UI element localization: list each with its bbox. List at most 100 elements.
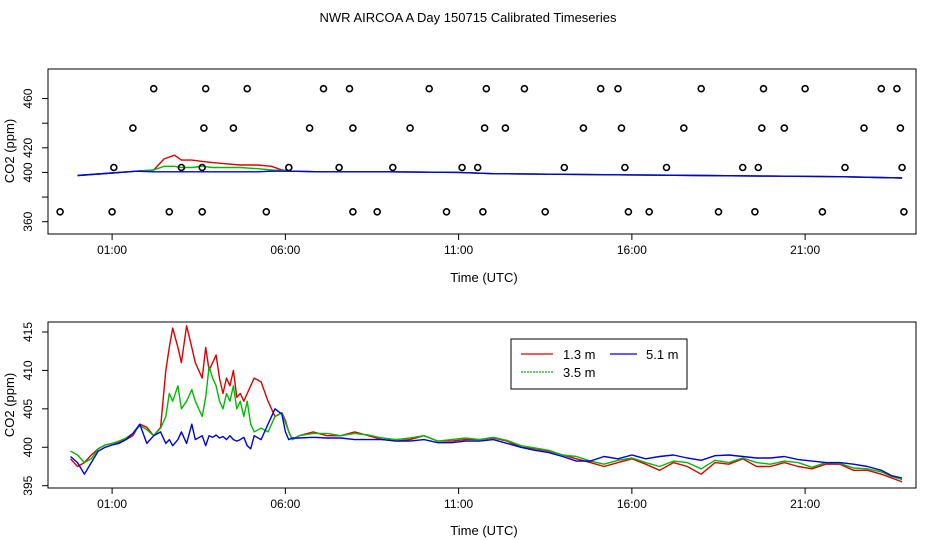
calibration-point xyxy=(129,124,137,132)
calibration-point xyxy=(349,124,357,132)
calibration-point xyxy=(177,163,186,172)
bottom-y-tick-label: 405 xyxy=(21,399,35,419)
calibration-point xyxy=(841,163,849,172)
top-x-axis-label: Time (UTC) xyxy=(450,270,517,285)
bottom-x-tick-label: 11:00 xyxy=(444,497,473,511)
bottom-y-tick-label: 395 xyxy=(21,475,35,495)
calibration-point xyxy=(893,84,901,93)
bottom-series-group xyxy=(69,325,903,483)
top-x-tick-label: 06:00 xyxy=(270,243,300,257)
calibration-point xyxy=(738,163,747,172)
top-y-axis: 360 400 420 460 xyxy=(21,88,48,232)
bottom-y-tick-label: 400 xyxy=(21,437,35,457)
calibration-point xyxy=(406,124,414,132)
calibration-point xyxy=(373,208,382,216)
calibration-point xyxy=(482,84,491,93)
bottom-x-tick-label: 06:00 xyxy=(270,497,300,511)
legend-box xyxy=(510,338,688,390)
calibration-point xyxy=(165,208,174,216)
calibration-point xyxy=(305,124,314,132)
calibration-point xyxy=(335,163,343,172)
calibration-point xyxy=(617,124,626,132)
calibration-point xyxy=(697,84,706,93)
calibration-point xyxy=(200,124,208,132)
bottom-y-tick-label: 415 xyxy=(21,322,35,342)
calibration-point xyxy=(458,163,466,172)
bottom-x-tick-label: 16:00 xyxy=(617,497,647,511)
calibration-point xyxy=(198,163,206,172)
calibration-point xyxy=(319,84,328,93)
calibration-point xyxy=(108,208,116,216)
top-scatter-group xyxy=(56,84,908,216)
bottom-x-tick-label: 01:00 xyxy=(97,497,127,511)
calibration-point xyxy=(442,208,451,216)
legend-label-2: 3.5 m xyxy=(563,365,596,380)
bottom-series-line-5-1-m xyxy=(70,408,903,479)
calibration-point xyxy=(579,124,588,132)
top-y-tick-label: 420 xyxy=(21,137,35,157)
bottom-panel-frame xyxy=(47,321,917,489)
calibration-point xyxy=(198,208,206,216)
calibration-point xyxy=(349,208,357,216)
calibration-point xyxy=(754,163,763,172)
bottom-series-line-3-5-m xyxy=(70,365,903,481)
calibration-point xyxy=(757,124,766,132)
top-panel-frame xyxy=(47,68,917,235)
calibration-point xyxy=(759,84,768,93)
calibration-point xyxy=(645,208,654,216)
calibration-point xyxy=(501,124,510,132)
top-y-tick-label: 360 xyxy=(21,211,35,231)
legend-label-3: 5.1 m xyxy=(646,347,679,362)
calibration-point xyxy=(596,84,605,93)
top-series-line-5-1-m xyxy=(77,170,903,179)
bottom-panel: 01:00 06:00 11:00 16:00 21:00 395 400 405 410 41… xyxy=(2,321,917,538)
calibration-point xyxy=(388,163,397,172)
top-panel: 01:00 06:00 11:00 16:00 21:00 360 400 420 460 T… xyxy=(2,68,917,285)
top-x-axis: 01:00 06:00 11:00 16:00 21:00 xyxy=(97,234,820,257)
top-x-tick-label: 16:00 xyxy=(617,243,647,257)
calibration-point xyxy=(149,84,158,93)
calibration-point xyxy=(751,208,759,216)
legend-label-1: 1.3 m xyxy=(563,347,596,362)
calibration-point xyxy=(480,124,489,132)
calibration-point xyxy=(345,84,354,93)
top-y-axis-label: CO2 (ppm) xyxy=(2,119,17,183)
calibration-point xyxy=(479,208,487,216)
calibration-point xyxy=(425,84,434,93)
top-y-tick-label: 460 xyxy=(21,88,35,108)
bottom-x-axis: 01:00 06:00 11:00 16:00 21:00 xyxy=(97,488,820,511)
bottom-x-tick-label: 21:00 xyxy=(790,497,820,511)
calibration-point xyxy=(560,163,569,172)
bottom-y-axis: 395 400 405 410 415 xyxy=(21,322,48,496)
legend: 1.3 m 3.5 m 5.1 m xyxy=(510,338,688,390)
calibration-point xyxy=(262,208,271,216)
calibration-point xyxy=(780,124,789,132)
bottom-x-axis-label: Time (UTC) xyxy=(450,523,517,538)
calibration-point xyxy=(624,208,633,216)
calibration-point xyxy=(714,208,723,216)
top-series-group xyxy=(77,154,903,179)
calibration-point xyxy=(860,124,868,132)
calibration-point xyxy=(229,124,238,132)
calibration-point xyxy=(614,84,622,93)
calibration-point xyxy=(541,208,550,216)
calibration-point xyxy=(662,163,671,172)
bottom-y-axis-label: CO2 (ppm) xyxy=(2,373,17,437)
calibration-point xyxy=(801,84,809,93)
calibration-point xyxy=(284,163,293,172)
bottom-y-tick-label: 410 xyxy=(21,360,35,380)
top-x-tick-label: 21:00 xyxy=(790,243,820,257)
calibration-point xyxy=(896,124,905,132)
calibration-point xyxy=(243,84,251,93)
calibration-point xyxy=(201,84,210,93)
calibration-point xyxy=(621,163,629,172)
top-y-tick-label: 400 xyxy=(21,162,35,182)
top-x-tick-label: 11:00 xyxy=(444,243,473,257)
calibration-point xyxy=(818,208,827,216)
calibration-point xyxy=(56,208,64,216)
chart-title: NWR AIRCOA A Day 150715 Calibrated Times… xyxy=(320,10,617,25)
calibration-point xyxy=(900,208,908,216)
calibration-point xyxy=(520,84,529,93)
bottom-series-line-1-3-m xyxy=(69,325,903,483)
